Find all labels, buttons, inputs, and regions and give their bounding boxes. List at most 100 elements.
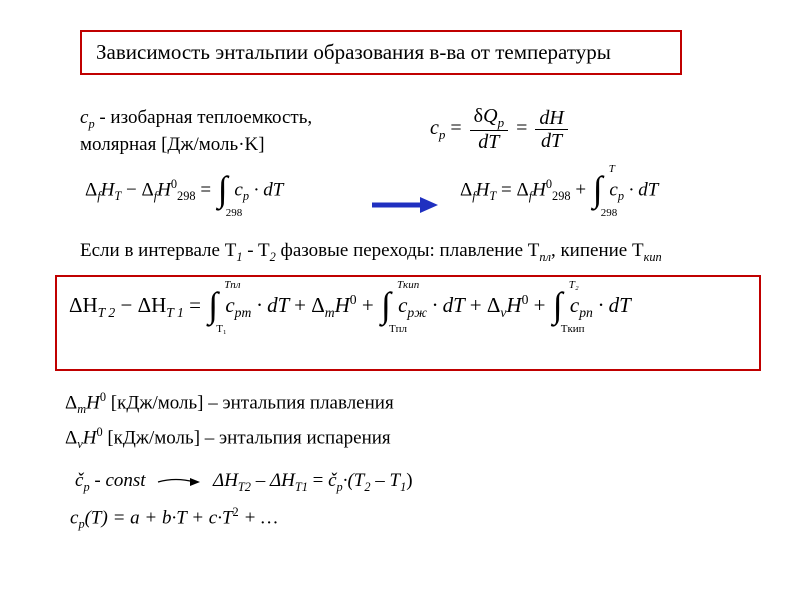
bb-i3u: T₂ xyxy=(569,279,579,291)
pp-b: (T) = a + b·T + c·T xyxy=(85,507,233,528)
bb-dmsup: 0 xyxy=(350,292,357,307)
bb-i3: T₂Tкип∫ xyxy=(553,291,563,323)
bb-p2: + xyxy=(362,293,379,317)
e2-up: T xyxy=(609,163,615,175)
f2d: dT xyxy=(535,130,567,152)
bb-dmh: H xyxy=(335,293,350,317)
bb-p1: + xyxy=(294,293,311,317)
e1-minus: − xyxy=(126,179,141,200)
e2-d1: Δ xyxy=(460,179,472,200)
e1-d2: Δ xyxy=(141,179,153,200)
bb-dm: Δ xyxy=(311,293,325,317)
e2-integral: T 298 ∫ xyxy=(593,175,603,207)
e1-h1: H xyxy=(101,179,115,200)
cp-text2: молярная [Дж/моль·K] xyxy=(80,134,265,155)
bb-p3: + xyxy=(470,293,487,317)
def-melting: ΔmH0 [кДж/моль] – энтальпия плавления xyxy=(65,390,394,417)
equation-1: ΔfHT − ΔfH0298 = 298 ∫ cp · dT xyxy=(85,175,283,207)
e1-h1s: T xyxy=(114,189,121,203)
phase-text: Если в интервале T1 - T2 фазовые переход… xyxy=(80,240,662,265)
bb-dv: Δ xyxy=(487,293,501,317)
cc-r1s: T2 xyxy=(238,480,251,494)
e1-d1: Δ xyxy=(85,179,97,200)
cc-r5: – T xyxy=(371,470,401,491)
e1-b2: · dT xyxy=(249,179,283,200)
ph-m2: фазовые переходы: плавление T xyxy=(276,240,540,261)
cc-lpost: - xyxy=(90,470,106,491)
e2-b: c xyxy=(609,179,617,200)
bb-b1: c xyxy=(225,293,234,317)
bb-l1: ΔH xyxy=(69,293,98,317)
cc-r6: ) xyxy=(406,470,412,491)
f-lhs: c xyxy=(430,117,439,139)
cc-r2s: T1 xyxy=(295,480,308,494)
dm-b: H xyxy=(86,392,100,413)
e2-plus: + xyxy=(575,179,590,200)
bb-b3s: pп xyxy=(579,305,593,320)
e2-d2: Δ xyxy=(516,179,528,200)
bb-b2: c xyxy=(398,293,407,317)
cc-r1: ΔH xyxy=(213,470,238,491)
bb-l2: ΔH xyxy=(138,293,167,317)
e2-lo: 298 xyxy=(601,207,618,219)
cc-minus: – xyxy=(251,470,270,491)
equation-2: ΔfHT = ΔfH0298 + T 298 ∫ cp · dT xyxy=(460,175,658,207)
dm-a: Δ xyxy=(65,392,77,413)
bb-i2l: Tпл xyxy=(389,323,407,335)
ph-m3: , кипение T xyxy=(551,240,644,261)
ph-pre: Если в интервале T xyxy=(80,240,236,261)
arrow-icon xyxy=(370,195,440,215)
e1-eq: = xyxy=(200,179,215,200)
f1d: dT xyxy=(470,131,508,153)
bb-minus: − xyxy=(115,293,137,317)
dv-b: H xyxy=(83,427,97,448)
dv-rest: [кДж/моль] – энтальпия испарения xyxy=(103,427,391,448)
bb-i1: TплT₁∫ xyxy=(208,291,218,323)
ph-s4: кип xyxy=(644,250,662,264)
pp-c: + … xyxy=(239,507,278,528)
frac2: dH dT xyxy=(535,107,567,152)
bb-i2s: ∫ xyxy=(381,285,391,325)
bb-dt3: · dT xyxy=(593,293,631,317)
dm-as: m xyxy=(77,402,86,416)
cp-const-line: čp - const ΔHT2 – ΔHT1 = čp·(T2 – T1) xyxy=(75,470,413,495)
e2-sym: ∫ xyxy=(593,169,603,209)
title-box: Зависимость энтальпии образования в-ва о… xyxy=(80,30,682,75)
e2-h1: H xyxy=(476,179,490,200)
bb-i2u: Tкип xyxy=(397,279,419,291)
bb-dms: m xyxy=(325,305,335,320)
bb-dt1: · dT xyxy=(251,293,289,317)
bb-i1u: Tпл xyxy=(224,279,240,291)
cc-lword: const xyxy=(105,470,145,491)
bb-b2s: pж xyxy=(407,305,427,320)
e2-h1s: T xyxy=(489,189,496,203)
dv-a: Δ xyxy=(65,427,77,448)
cc-r3: č xyxy=(328,470,336,491)
e1-h2sub: 298 xyxy=(177,189,196,203)
cc-r2: ΔH xyxy=(270,470,295,491)
f-eq2: = xyxy=(516,117,532,139)
cc-eq: = xyxy=(308,470,328,491)
main-equation-box: ΔHT 2 − ΔHT 1 = TплT₁∫ cpт · dT + ΔmH0 +… xyxy=(55,275,761,371)
e1-sym: ∫ xyxy=(218,169,228,209)
e2-h2sub: 298 xyxy=(552,189,571,203)
bb-dt2: · dT xyxy=(427,293,465,317)
e1-b: c xyxy=(234,179,242,200)
frac1: δQp dT xyxy=(470,105,508,153)
e2-h2: H xyxy=(532,179,546,200)
dm-rest: [кДж/моль] – энтальпия плавления xyxy=(106,392,394,413)
bb-p4: + xyxy=(534,293,551,317)
f-eq1: = xyxy=(445,117,466,139)
cp-definition: cp - изобарная теплоемкость, молярная [Д… xyxy=(80,105,312,158)
bb-b1s: pт xyxy=(235,305,252,320)
bb-l2s: T 1 xyxy=(166,305,184,320)
e2-eq: = xyxy=(501,179,516,200)
ph-m1: - T xyxy=(243,240,270,261)
e1-h2: H xyxy=(157,179,171,200)
title-text: Зависимость энтальпии образования в-ва о… xyxy=(96,40,611,64)
f1ns: p xyxy=(498,115,505,130)
bb-i1l: T₁ xyxy=(216,323,227,335)
bb-i1s: ∫ xyxy=(208,285,218,325)
bb-i3l: Tкип xyxy=(561,323,585,335)
bb-b3: c xyxy=(570,293,579,317)
